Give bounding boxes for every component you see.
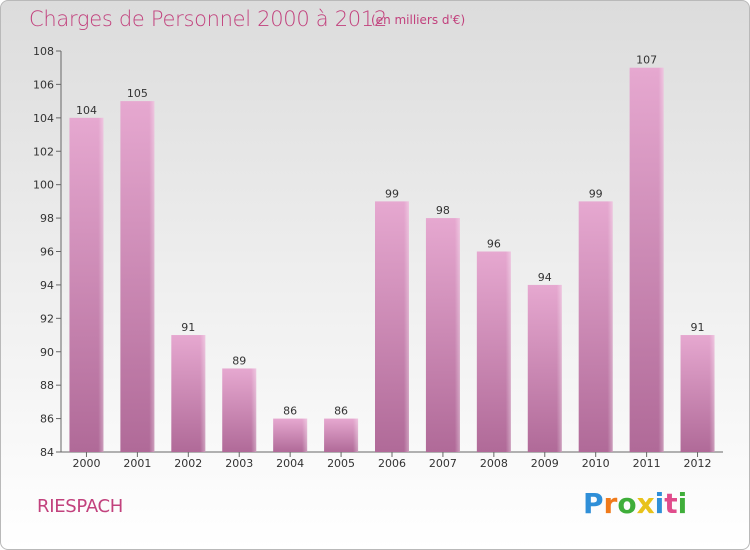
- x-tick-label: 2005: [327, 457, 355, 470]
- y-tick-label: 106: [33, 78, 54, 91]
- y-tick-label: 84: [40, 446, 54, 459]
- x-tick-label: 2010: [582, 457, 610, 470]
- bars: [69, 67, 715, 452]
- bar-highlight: [171, 335, 206, 452]
- logo-letter: i: [654, 487, 665, 520]
- value-label: 98: [436, 204, 450, 217]
- x-tick-label: 2008: [480, 457, 508, 470]
- bar-highlight: [680, 335, 715, 452]
- value-label: 99: [385, 187, 399, 200]
- value-label: 86: [334, 405, 348, 418]
- bar-highlight: [578, 201, 613, 452]
- bar-highlight: [527, 284, 562, 452]
- bar-highlight: [222, 368, 257, 452]
- y-axis: 84 86 88 90 92 94 96 98 100 102 104 106 108: [33, 45, 62, 459]
- y-tick-label: 98: [40, 212, 54, 225]
- chart-subtitle: (en milliers d'€): [371, 13, 466, 27]
- y-tick-label: 86: [40, 413, 54, 426]
- x-tick-label: 2006: [378, 457, 406, 470]
- bar-highlight: [476, 251, 511, 452]
- y-tick-label: 90: [40, 346, 54, 359]
- value-label: 91: [181, 321, 195, 334]
- x-tick-label: 2000: [72, 457, 100, 470]
- y-tick-label: 100: [33, 179, 54, 192]
- chart-title: Charges de Personnel 2000 à 2012: [29, 7, 387, 31]
- x-tick-label: 2002: [174, 457, 202, 470]
- y-tick-label: 96: [40, 246, 54, 259]
- y-tick-label: 94: [40, 279, 54, 292]
- bar-highlight: [324, 418, 359, 452]
- value-label: 94: [538, 271, 552, 284]
- logo-letter: i: [677, 487, 688, 520]
- value-label: 91: [691, 321, 705, 334]
- value-label: 105: [127, 87, 148, 100]
- bar-highlight: [629, 67, 664, 452]
- value-label: 99: [589, 187, 603, 200]
- x-tick-label: 2004: [276, 457, 304, 470]
- value-label: 107: [636, 54, 657, 67]
- logo-letter: r: [603, 487, 618, 520]
- bar-highlight: [273, 418, 308, 452]
- x-tick-label: 2001: [123, 457, 151, 470]
- value-label: 104: [76, 104, 97, 117]
- y-tick-label: 88: [40, 379, 54, 392]
- x-tick-label: 2011: [633, 457, 661, 470]
- y-tick-label: 104: [33, 112, 54, 125]
- logo-letter: o: [617, 487, 637, 520]
- bar-highlight: [425, 218, 460, 452]
- logo-letter: x: [636, 487, 655, 520]
- proxiti-logo: Proxiti: [583, 487, 687, 520]
- municipality-name: RIESPACH: [37, 496, 124, 517]
- value-label: 89: [232, 354, 246, 367]
- logo-letter: P: [583, 487, 604, 520]
- bar-highlight: [69, 117, 104, 452]
- y-tick-label: 102: [33, 145, 54, 158]
- value-label: 86: [283, 405, 297, 418]
- x-tick-label: 2012: [684, 457, 712, 470]
- bar-highlight: [375, 201, 409, 452]
- x-axis: 2000 2001 2002 2003 2004 2005 2006 2007 2008 2009…: [61, 451, 723, 470]
- x-tick-label: 2003: [225, 457, 253, 470]
- value-label: 96: [487, 238, 501, 251]
- y-tick-label: 108: [33, 45, 54, 58]
- x-tick-label: 2007: [429, 457, 457, 470]
- bar-highlight: [120, 101, 155, 452]
- y-tick-label: 92: [40, 312, 54, 325]
- logo-letter: t: [664, 487, 678, 520]
- x-tick-label: 2009: [531, 457, 559, 470]
- value-labels: 104 105 91 89 86 86 99 98 96 94 99 107 91: [76, 54, 705, 418]
